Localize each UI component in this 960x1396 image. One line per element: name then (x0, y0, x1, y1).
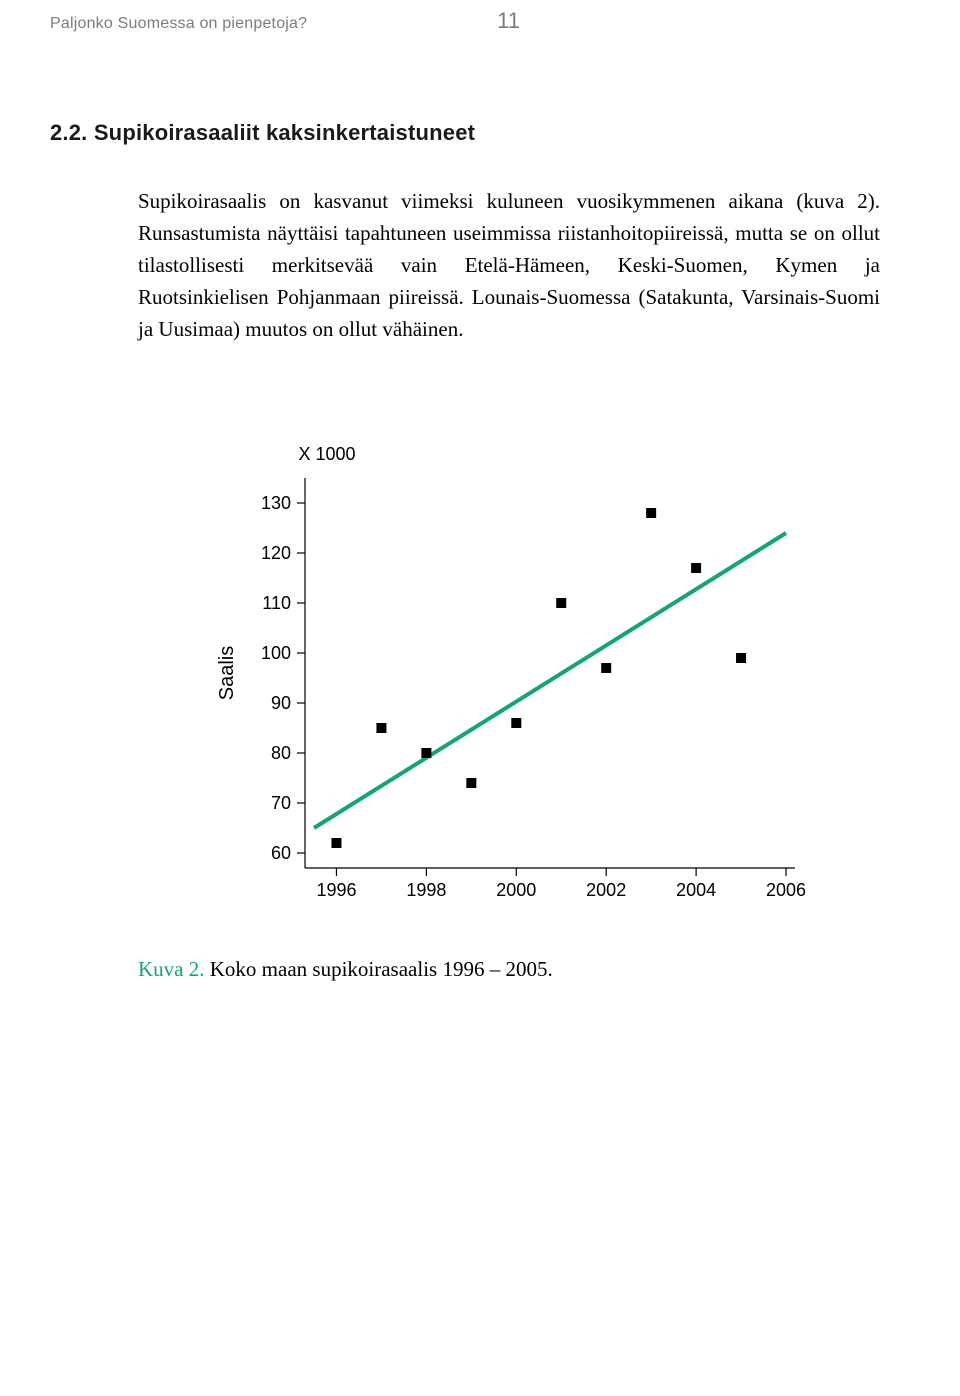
y-tick-label: 70 (271, 793, 291, 813)
data-point (421, 748, 431, 758)
data-point (601, 663, 611, 673)
y-tick-label: 80 (271, 743, 291, 763)
data-point (736, 653, 746, 663)
y-tick-label: 130 (261, 493, 291, 513)
x-tick-label: 2004 (676, 880, 716, 900)
caption-label: Kuva 2. (138, 957, 205, 981)
page-header: Paljonko Suomessa on pienpetoja? 11 (50, 8, 910, 34)
y-tick-label: 100 (261, 643, 291, 663)
page-number: 11 (497, 8, 520, 34)
caption-text: Koko maan supikoirasaalis 1996 – 2005. (210, 957, 553, 981)
x-tick-label: 1996 (316, 880, 356, 900)
x-tick-label: 2006 (766, 880, 806, 900)
figure-caption: Kuva 2. Koko maan supikoirasaalis 1996 –… (138, 957, 960, 982)
x-tick-label: 2002 (586, 880, 626, 900)
section-heading: 2.2. Supikoirasaaliit kaksinkertaistunee… (50, 120, 960, 146)
y-axis-label: Saalis (216, 645, 238, 699)
y-tick-label: 90 (271, 693, 291, 713)
data-point (511, 718, 521, 728)
running-head: Paljonko Suomessa on pienpetoja? (50, 15, 307, 33)
multiplier-label: X 1000 (298, 444, 355, 464)
body-paragraph: Supikoirasaalis on kasvanut viimeksi kul… (138, 186, 880, 346)
figure-2-chart: X 1000 60 70 80 90 100 110 120 130 1996 1998 2000 20… (190, 436, 820, 921)
y-tick-label: 60 (271, 843, 291, 863)
y-tick-label: 110 (262, 593, 291, 613)
data-point (646, 508, 656, 518)
section-number: 2.2. (50, 120, 88, 145)
data-point (376, 723, 386, 733)
section-title: Supikoirasaaliit kaksinkertaistuneet (94, 120, 475, 145)
x-tick-label: 1998 (406, 880, 446, 900)
y-tick-label: 120 (261, 543, 291, 563)
scatter-chart-svg: X 1000 60 70 80 90 100 110 120 130 1996 1998 2000 20… (190, 436, 820, 916)
data-point (466, 778, 476, 788)
data-point (556, 598, 566, 608)
x-tick-label: 2000 (496, 880, 536, 900)
data-point (691, 563, 701, 573)
data-point (331, 838, 341, 848)
